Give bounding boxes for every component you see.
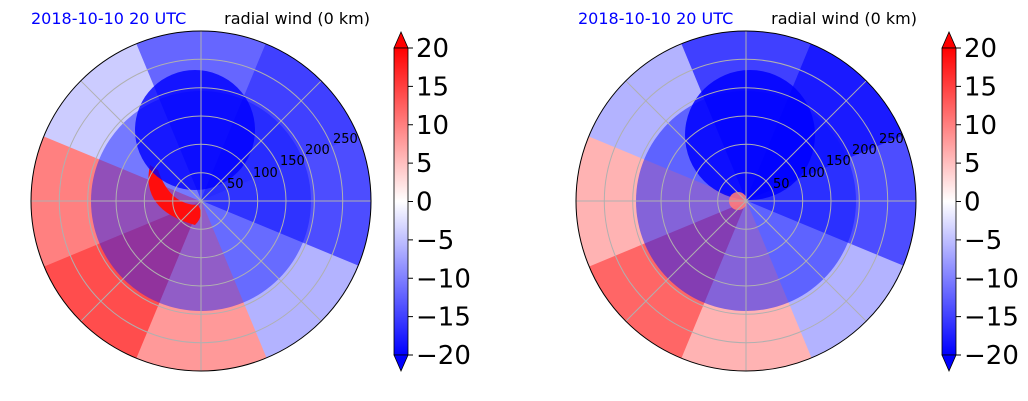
panel-1-colorbar-tick-label: 15 <box>416 72 449 102</box>
panel-1-frame <box>30 30 372 372</box>
panel-1-colorbar-tick-label: −5 <box>416 226 454 256</box>
panel-1-colorbar-min-extend <box>393 354 409 372</box>
panel-2-rtick-50: 50 <box>773 177 790 192</box>
panel-1-variable-title: radial wind (0 km) <box>224 9 370 28</box>
panel-2-colorbar-max-extend <box>941 31 957 49</box>
panel-2-colorbar: 20 15 10 5 0 −5 −10 −15 −20 <box>941 31 1019 372</box>
panel-2-colorbar-tick-label: 10 <box>964 111 997 141</box>
panel-1-colorbar-tick-label: −20 <box>416 341 471 371</box>
panel-2-frame <box>575 30 917 372</box>
panel-2-grid <box>576 31 916 371</box>
panel-1-rtick-200: 200 <box>305 143 330 158</box>
panel-1-date-title: 2018-10-10 20 UTC <box>31 9 186 28</box>
panel-1-rtick-150: 150 <box>280 154 305 169</box>
panel-1-colorbar-tick-label: 10 <box>416 111 449 141</box>
panel-1-colorbar-tick-label: −10 <box>416 264 471 294</box>
panel-2-rtick-200: 200 <box>852 143 877 158</box>
panel-1-rtick-250: 250 <box>333 132 358 147</box>
panel-2-colorbar-tick-label: −10 <box>964 264 1019 294</box>
panel-2-rtick-250: 250 <box>879 132 904 147</box>
panel-2-colorbar-tick-label: 5 <box>964 149 981 179</box>
panel-2-colorbar-tick-label: 15 <box>964 72 997 102</box>
panel-2-colorbar-tick-label: 0 <box>964 188 981 218</box>
panel-1-inner-positive-arc <box>148 165 201 225</box>
panel-2-colorbar-tick-label: −5 <box>964 226 1002 256</box>
panel-1-rtick-50: 50 <box>227 177 244 192</box>
panel-2-radial-tick-labels: 50 100 150 200 250 <box>773 132 904 192</box>
panel-1-colorbar-max-extend <box>393 31 409 49</box>
panel-1-colorbar: 20 15 10 5 0 −5 −10 −15 −20 <box>393 31 471 372</box>
panel-1-colorbar-tick-label: 20 <box>416 34 449 64</box>
panel-1-colorbar-tick-label: 5 <box>416 149 433 179</box>
polar-panel-1: 2018-10-10 20 UTC radial wind (0 km) 50 … <box>30 9 471 372</box>
panel-2-colorbar-tick-label: 20 <box>964 34 997 64</box>
panel-2-date-title: 2018-10-10 20 UTC <box>578 9 733 28</box>
panel-2-core-negative <box>685 70 815 200</box>
panel-1-colorbar-bar <box>393 47 409 356</box>
panel-1-rtick-100: 100 <box>253 166 278 181</box>
panel-2-colorbar-tick-label: −15 <box>964 303 1019 333</box>
panel-2-colorbar-min-extend <box>941 354 957 372</box>
panel-2-colorbar-bar <box>941 47 957 356</box>
panel-2-variable-title: radial wind (0 km) <box>771 9 917 28</box>
panel-2-rtick-100: 100 <box>800 166 825 181</box>
panel-1-colorbar-tick-label: 0 <box>416 188 433 218</box>
panel-1-grid <box>31 31 371 371</box>
panel-1-radial-tick-labels: 50 100 150 200 250 <box>227 132 358 192</box>
panel-1-core-negative <box>135 70 255 190</box>
panel-1-colorbar-tick-label: −15 <box>416 303 471 333</box>
panel-2-rtick-150: 150 <box>826 154 851 169</box>
polar-panel-2: 2018-10-10 20 UTC radial wind (0 km) 50 … <box>575 9 1019 372</box>
panel-2-colorbar-tick-label: −20 <box>964 341 1019 371</box>
